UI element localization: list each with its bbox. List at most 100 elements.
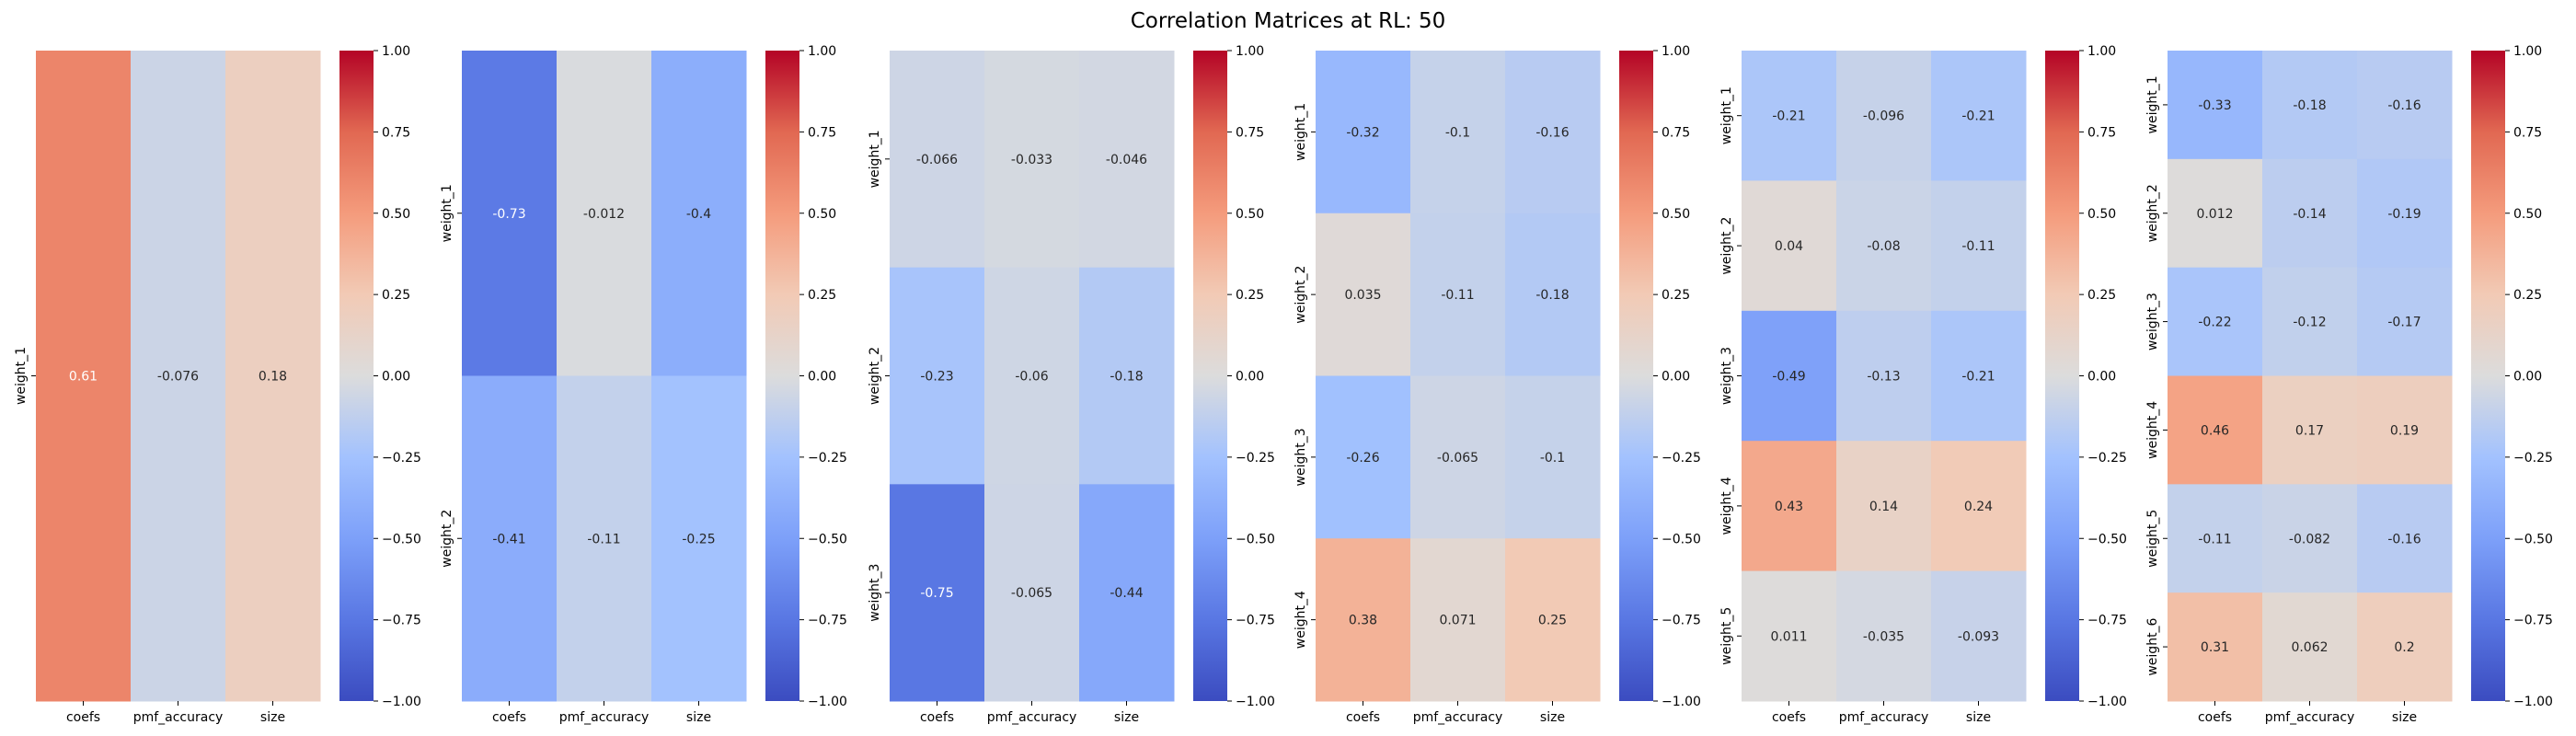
colorbar-tick-label: 0.25 [382, 288, 410, 303]
heatmap-panels: 0.61 -0.076 0.18 coefs pmf_accuracy size weigh… [14, 44, 2553, 725]
colorbar: 1.00 0.75 0.50 0.25 0.00 −0.25 −0.50 −0.75 −1.00 [765, 44, 847, 709]
colorbar-tick-label: −0.75 [382, 614, 421, 628]
cell-value-label: -0.17 [2387, 316, 2421, 330]
colorbar-tick-label: −0.25 [1236, 451, 1275, 466]
cell-value-label: 0.61 [69, 370, 98, 385]
y-tick-label: weight_5 [1719, 607, 1734, 665]
colorbar-tick-label: 1.00 [1662, 44, 1690, 59]
colorbar-tick-label: 0.75 [808, 125, 836, 140]
cell-value-label: 0.062 [2291, 640, 2328, 655]
colorbar-tick-label: −0.75 [2087, 614, 2127, 628]
cell-value-label: -0.11 [587, 532, 620, 546]
colorbar-gradient [339, 51, 374, 701]
cell-value-label: -0.75 [920, 586, 953, 601]
colorbar-tick-label: 1.00 [1236, 44, 1264, 59]
cell-value-label: -0.19 [2387, 207, 2421, 222]
y-tick-label: weight_4 [1719, 477, 1734, 535]
y-tick-label: weight_3 [2145, 293, 2160, 351]
colorbar-tick-label: 1.00 [382, 44, 410, 59]
cell-value-label: -0.22 [2198, 316, 2231, 330]
x-tick-label: pmf_accuracy [987, 710, 1077, 725]
heatmap-panel-1: 0.61 -0.076 0.18 coefs pmf_accuracy size weigh… [14, 44, 421, 725]
colorbar-tick-label: −0.25 [382, 451, 421, 466]
colorbar-tick-label: −0.75 [1662, 614, 1701, 628]
cell-value-label: -0.16 [1535, 125, 1569, 140]
colorbar-tick-label: −1.00 [808, 695, 847, 709]
colorbar-tick-label: 0.75 [382, 125, 410, 140]
cell-value-label: -0.14 [2293, 207, 2326, 222]
cell-value-label: -0.082 [2289, 532, 2330, 546]
colorbar-tick-label: −0.75 [2513, 614, 2553, 628]
colorbar-tick-label: −0.25 [2087, 451, 2127, 466]
cell-value-label: -0.076 [157, 370, 199, 385]
x-tick-label: coefs [1346, 710, 1380, 725]
y-tick-label: weight_1 [1719, 86, 1734, 144]
cell-value-label: 0.14 [1869, 500, 1898, 514]
y-tick-label: weight_1 [2145, 75, 2160, 133]
cell-value-label: -0.066 [916, 153, 958, 167]
colorbar-tick-label: −0.25 [1662, 451, 1701, 466]
colorbar-tick-label: 1.00 [808, 44, 836, 59]
colorbar-tick-label: 0.50 [382, 207, 410, 222]
colorbar: 1.00 0.75 0.50 0.25 0.00 −0.25 −0.50 −0.75 −1.00 [2045, 44, 2127, 709]
cell-value-label: -0.21 [1961, 370, 1995, 385]
colorbar-tick-label: 0.50 [2513, 207, 2542, 222]
cell-value-label: -0.11 [2198, 532, 2231, 546]
x-tick-label: pmf_accuracy [1413, 710, 1503, 725]
colorbar-tick-label: 0.25 [1662, 288, 1690, 303]
x-tick-label: pmf_accuracy [559, 710, 650, 725]
colorbar-tick-label: 0.00 [808, 370, 836, 385]
y-tick-label: weight_2 [1719, 217, 1734, 275]
cell-value-label: 0.25 [1538, 614, 1567, 628]
colorbar-gradient [1619, 51, 1653, 701]
x-tick-label: size [1540, 710, 1565, 725]
cell-value-label: -0.1 [1445, 125, 1470, 140]
colorbar-tick-label: 0.50 [1662, 207, 1690, 222]
x-tick-label: coefs [1772, 710, 1806, 725]
colorbar-tick-label: −0.50 [2513, 532, 2553, 546]
cell-value-label: -0.065 [1011, 586, 1052, 601]
y-tick-label: weight_1 [440, 184, 454, 242]
y-tick-label: weight_2 [2145, 184, 2160, 242]
colorbar-tick-label: 0.25 [2513, 288, 2542, 303]
cell-value-label: -0.25 [682, 532, 715, 546]
colorbar-tick-label: 0.00 [2513, 370, 2542, 385]
colorbar-tick-label: −1.00 [1236, 695, 1275, 709]
colorbar-tick-label: 0.75 [1662, 125, 1690, 140]
colorbar-tick-label: −0.50 [1236, 532, 1275, 546]
colorbar-tick-label: −0.50 [808, 532, 847, 546]
colorbar-tick-label: −0.75 [808, 614, 847, 628]
cell-value-label: -0.32 [1346, 125, 1379, 140]
colorbar: 1.00 0.75 0.50 0.25 0.00 −0.25 −0.50 −0.75 −1.00 [2471, 44, 2553, 709]
colorbar-tick-label: 0.25 [2087, 288, 2116, 303]
cell-value-label: -0.033 [1011, 153, 1052, 167]
x-tick-label: size [686, 710, 711, 725]
y-tick-label: weight_1 [1294, 103, 1308, 161]
x-tick-label: pmf_accuracy [133, 710, 224, 725]
colorbar: 1.00 0.75 0.50 0.25 0.00 −0.25 −0.50 −0.75 −1.00 [1619, 44, 1701, 709]
x-tick-label: size [1966, 710, 1991, 725]
heatmap-panel-4: -0.32 -0.1 -0.16 0.035 -0.11 -0.18 -0.26 -0.065… [1294, 44, 1701, 725]
colorbar-tick-label: 0.00 [1236, 370, 1264, 385]
cell-value-label: -0.33 [2198, 98, 2231, 113]
y-tick-label: weight_2 [1294, 266, 1308, 324]
colorbar-tick-label: −0.25 [808, 451, 847, 466]
cell-value-label: 0.46 [2201, 423, 2229, 438]
cell-value-label: 0.04 [1775, 239, 1803, 254]
cell-value-label: 0.012 [2196, 207, 2233, 222]
y-tick-label: weight_4 [1294, 591, 1308, 649]
colorbar-tick-label: 0.50 [1236, 207, 1264, 222]
cell-value-label: -0.065 [1437, 451, 1478, 466]
cell-value-label: -0.11 [1441, 288, 1474, 303]
cell-value-label: 0.011 [1770, 629, 1807, 644]
cell-value-label: -0.18 [1535, 288, 1569, 303]
cell-value-label: -0.49 [1772, 370, 1805, 385]
cell-value-label: 0.38 [1349, 614, 1377, 628]
cell-value-label: 0.18 [259, 370, 287, 385]
cell-value-label: 0.31 [2201, 640, 2229, 655]
colorbar-tick-label: 0.00 [382, 370, 410, 385]
cell-value-label: -0.4 [686, 207, 711, 222]
cell-value-label: -0.18 [2293, 98, 2326, 113]
colorbar-gradient [765, 51, 799, 701]
colorbar-gradient [1193, 51, 1227, 701]
